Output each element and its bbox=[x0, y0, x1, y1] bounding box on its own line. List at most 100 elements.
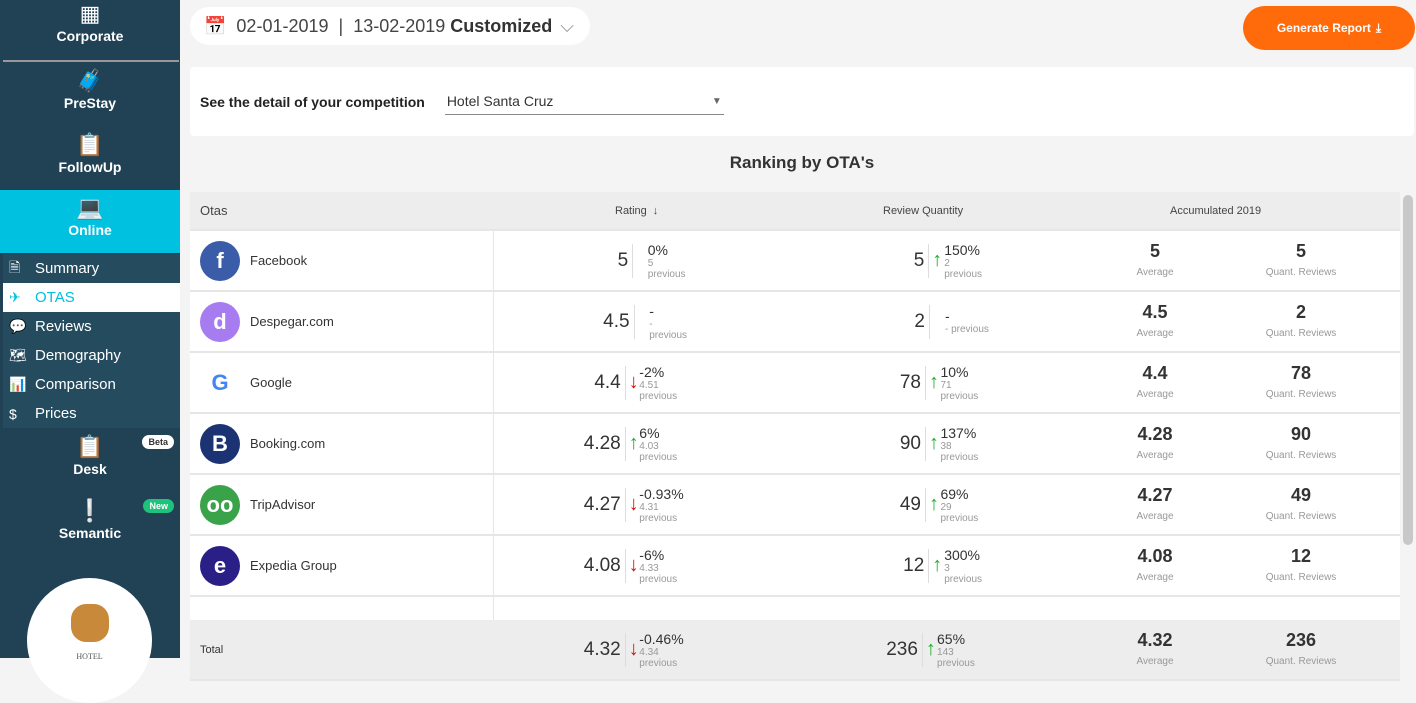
table-row: e Expedia Group 4.08 ↓ -6% 4.33 previous 12 ↑… bbox=[190, 536, 1400, 597]
header-otas: Otas bbox=[200, 203, 228, 218]
rating-previous: 4.03 previous bbox=[639, 440, 678, 463]
module-prestay[interactable]: 🧳 PreStay bbox=[0, 67, 180, 111]
ota-logo-icon: f bbox=[200, 240, 240, 281]
download-icon: ⤓ bbox=[1375, 20, 1382, 35]
sidebar-item-prices[interactable]: $ Prices bbox=[3, 399, 180, 428]
arrow-up-icon: ↑ bbox=[928, 432, 939, 454]
quantity-previous: 3 previous bbox=[944, 562, 983, 585]
ota-logo-icon: G bbox=[200, 362, 240, 403]
table-row: oo TripAdvisor 4.27 ↓ -0.93% 4.31 previous 4… bbox=[190, 475, 1400, 536]
calendar-icon: 📅 bbox=[204, 15, 227, 36]
accumulated-quantity: 12 Quant. Reviews bbox=[1265, 546, 1337, 583]
ota-logo-icon: B bbox=[200, 423, 240, 464]
arrow-up-icon: ↑ bbox=[928, 371, 939, 393]
accumulated-average: 4.08 Average bbox=[1136, 546, 1174, 583]
quantity-value: 12 bbox=[903, 554, 925, 576]
table-row: B Booking.com 4.28 ↑ 6% 4.03 previous 90 ↑ 137… bbox=[190, 414, 1400, 475]
accumulated-average: 4.32 Average bbox=[1136, 630, 1174, 667]
arrow-down-icon: ↓ bbox=[628, 371, 639, 393]
ota-ranking-table: Otas Rating ↓ Review Quantity Accumulated… bbox=[190, 192, 1400, 681]
sidebar-item-demography[interactable]: 🗺 Demography bbox=[3, 341, 180, 370]
quantity-change: 137% bbox=[940, 424, 977, 441]
accumulated-quantity: 236 Quant. Reviews bbox=[1265, 630, 1337, 667]
quantity-previous: 71 previous bbox=[940, 379, 979, 402]
generate-report-button[interactable]: Generate Report ⤓ bbox=[1243, 6, 1415, 50]
arrow-up-icon: ↑ bbox=[932, 554, 943, 576]
rating-change: - bbox=[649, 302, 654, 319]
quantity-change: 300% bbox=[944, 546, 981, 563]
table-row: d Despegar.com 4.5- - previous 2-- previou… bbox=[190, 292, 1400, 353]
quantity-change: - bbox=[945, 308, 950, 324]
rating-value: 5 bbox=[617, 249, 629, 271]
rating-previous: 4.51 previous bbox=[639, 379, 678, 402]
sidebar-item-summary[interactable]: 🗎 Summary bbox=[3, 254, 180, 283]
rating-previous: 5 previous bbox=[647, 257, 686, 280]
luggage-icon: 🧳 bbox=[76, 68, 104, 93]
total-row: Total 4.32 ↓ -0.46% 4.34 previous 236 ↑ 65% 14… bbox=[190, 620, 1400, 681]
rating-value: 4.32 bbox=[583, 638, 621, 660]
quantity-change: 150% bbox=[944, 241, 981, 258]
ota-name: Facebook bbox=[250, 253, 308, 268]
chat-icon: 💬 bbox=[9, 318, 27, 334]
competitor-select[interactable]: Hotel Santa Cruz ▼ bbox=[444, 89, 724, 115]
ota-name: Booking.com bbox=[250, 436, 326, 451]
module-online[interactable]: 💻 Online bbox=[0, 190, 180, 253]
ota-logo-icon: oo bbox=[200, 484, 240, 525]
sidebar-item-comparison[interactable]: 📊 Comparison bbox=[3, 370, 180, 399]
quantity-value: 236 bbox=[886, 638, 918, 660]
header-accumulated: Accumulated 2019 bbox=[1170, 204, 1262, 217]
plane-icon: ✈ bbox=[9, 289, 21, 305]
table-header: Otas Rating ↓ Review Quantity Accumulated… bbox=[190, 192, 1400, 231]
arrow-up-icon: ↑ bbox=[928, 493, 939, 515]
hotel-logo: HOTEL bbox=[27, 578, 152, 703]
laptop-icon: 💻 bbox=[76, 195, 104, 220]
header-rating[interactable]: Rating ↓ bbox=[615, 204, 659, 217]
section-title: Ranking by OTA's bbox=[729, 153, 875, 172]
table-row: f Facebook 5 0% 5 previous 5 ↑ 150% 2 previous… bbox=[190, 231, 1400, 292]
rating-value: 4.28 bbox=[583, 432, 621, 454]
arrow-down-icon: ↓ bbox=[628, 493, 639, 515]
accumulated-quantity: 2 Quant. Reviews bbox=[1265, 302, 1337, 339]
scrollbar[interactable] bbox=[1403, 195, 1413, 545]
rating-value: 4.5 bbox=[603, 310, 630, 332]
arrow-down-icon: ↓ bbox=[628, 554, 639, 576]
ota-name: Expedia Group bbox=[250, 558, 337, 573]
quantity-previous: 38 previous bbox=[940, 440, 979, 463]
clipboard-icon: 📋 bbox=[76, 434, 104, 459]
accumulated-quantity: 5 Quant. Reviews bbox=[1265, 241, 1337, 278]
ota-logo-icon: e bbox=[200, 545, 240, 586]
accumulated-average: 4.4 Average bbox=[1136, 363, 1174, 400]
arrow-up-icon: ↑ bbox=[925, 638, 936, 660]
divider bbox=[3, 60, 179, 62]
module-corporate[interactable]: ▦ Corporate bbox=[0, 0, 180, 44]
rating-change: -0.46% bbox=[639, 630, 684, 647]
sidebar: ▦ Corporate 🧳 PreStay 📋 FollowUp 💻 Online 🗎 S… bbox=[0, 0, 180, 703]
module-desk[interactable]: 📋 Desk Beta bbox=[0, 433, 180, 477]
rating-change: 6% bbox=[639, 424, 660, 441]
rating-change: -6% bbox=[639, 546, 665, 563]
quantity-change: 10% bbox=[940, 363, 969, 380]
header-review-quantity[interactable]: Review Quantity bbox=[883, 204, 964, 217]
ota-name: Total bbox=[200, 643, 224, 656]
document-icon: 🗎 bbox=[9, 258, 21, 275]
sidebar-item-reviews[interactable]: 💬 Reviews bbox=[3, 312, 180, 341]
ota-logo-icon: d bbox=[200, 301, 240, 342]
bar-chart-icon: 📊 bbox=[9, 376, 27, 392]
sidebar-item-otas[interactable]: ✈ OTAS bbox=[3, 283, 180, 312]
rating-change: 0% bbox=[647, 241, 668, 258]
building-icon: ▦ bbox=[79, 1, 101, 26]
module-semantic[interactable]: ❕ Semantic New bbox=[0, 497, 180, 541]
quantity-value: 2 bbox=[914, 310, 925, 332]
rating-value: 4.27 bbox=[583, 493, 621, 515]
rating-change: -0.93% bbox=[639, 485, 684, 502]
module-followup[interactable]: 📋 FollowUp bbox=[0, 131, 180, 175]
accumulated-average: 4.5 Average bbox=[1136, 302, 1174, 339]
dollar-icon: $ bbox=[9, 405, 17, 422]
dropdown-arrow-icon: ▼ bbox=[711, 95, 722, 107]
ota-name: Despegar.com bbox=[250, 314, 334, 329]
quantity-value: 90 bbox=[899, 432, 921, 454]
hotel-emblem-icon bbox=[70, 604, 109, 642]
table-row: G Google 4.4 ↓ -2% 4.51 previous 78 ↑ 10% 71 pr… bbox=[190, 353, 1400, 414]
accumulated-quantity: 78 Quant. Reviews bbox=[1265, 363, 1337, 400]
date-range-picker[interactable]: 📅 02-01-2019 | 13-02-2019 Customized ⌵ bbox=[190, 7, 590, 45]
